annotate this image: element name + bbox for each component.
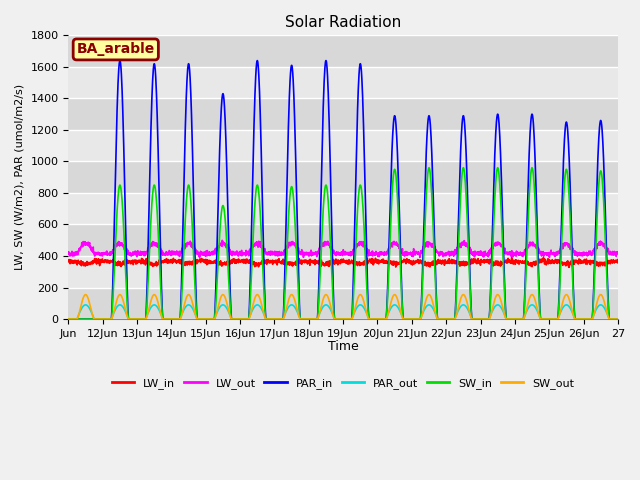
LW_in [238,258,246,264]
Bar [68,225,618,256]
LW_out [65,251,72,257]
LW_in [376,259,384,264]
PAR_in [65,316,72,322]
Bar [68,36,618,67]
SW_out [614,316,621,322]
Bar [68,161,618,193]
SW_out [82,292,90,298]
PAR_out [120,305,127,311]
SW_in [376,316,384,322]
SW_out [607,316,614,322]
PAR_in [607,316,614,322]
SW_in [540,316,547,322]
X-axis label: Time: Time [328,340,358,353]
PAR_in [614,316,621,322]
SW_in [120,217,127,223]
SW_out [540,316,547,322]
Legend: LW_in, LW_out, PAR_in, PAR_out, SW_in, SW_out: LW_in, LW_out, PAR_in, PAR_out, SW_in, S… [108,373,579,393]
PAR_out [607,316,614,322]
PAR_in [540,316,547,322]
SW_in [528,165,536,170]
Bar [68,256,618,288]
Bar [68,193,618,225]
SW_in [607,316,614,322]
Line: PAR_in: PAR_in [68,60,618,319]
LW_out [376,250,384,256]
SW_in [238,316,246,322]
Line: LW_in: LW_in [68,257,618,267]
LW_out [120,242,127,248]
LW_in [540,258,547,264]
PAR_out [65,316,72,322]
LW_in [508,254,516,260]
LW_in [607,258,614,264]
Bar [68,130,618,161]
LW_in [120,258,127,264]
PAR_in [509,316,516,322]
Bar [68,288,618,319]
PAR_out [238,316,246,322]
LW_in [509,259,516,265]
PAR_out [509,316,516,322]
SW_in [65,316,72,322]
SW_out [509,316,516,322]
Line: LW_out: LW_out [68,240,618,257]
LW_out [218,238,226,243]
SW_out [65,316,72,322]
PAR_in [376,316,384,322]
Title: Solar Radiation: Solar Radiation [285,15,401,30]
SW_in [509,316,516,322]
SW_out [120,299,127,305]
LW_in [565,264,573,270]
Y-axis label: LW, SW (W/m2), PAR (umol/m2/s): LW, SW (W/m2), PAR (umol/m2/s) [15,84,25,270]
LW_out [607,250,614,256]
Line: SW_in: SW_in [68,168,618,319]
Bar [68,67,618,98]
PAR_out [614,316,621,322]
LW_out [509,250,516,255]
LW_out [416,254,424,260]
Line: SW_out: SW_out [68,295,618,319]
Bar [68,98,618,130]
PAR_in [116,58,124,63]
LW_in [614,259,621,265]
Text: BA_arable: BA_arable [77,42,155,57]
PAR_out [540,316,547,322]
LW_out [540,252,548,257]
Line: PAR_out: PAR_out [68,305,618,319]
PAR_in [238,316,246,322]
SW_in [614,316,621,322]
LW_in [65,258,72,264]
LW_out [614,250,621,256]
PAR_out [82,302,90,308]
PAR_in [120,134,127,140]
SW_out [238,316,246,322]
PAR_out [376,316,384,322]
LW_out [238,250,246,256]
SW_out [376,316,384,322]
